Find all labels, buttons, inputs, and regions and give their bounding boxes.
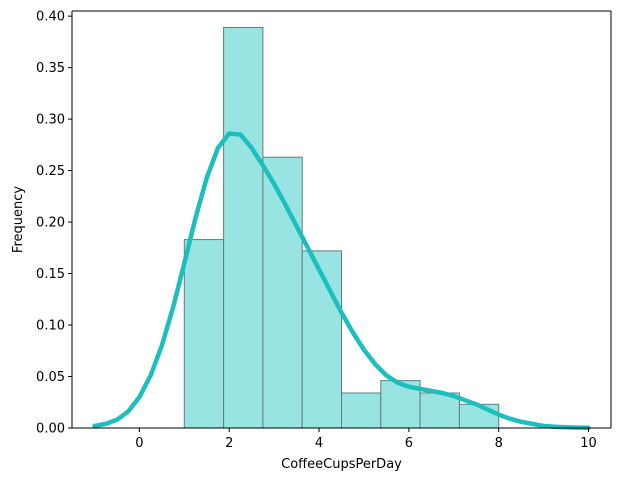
y-tick-label: 0.10 — [36, 319, 65, 334]
y-tick-label: 0.15 — [36, 267, 65, 282]
histogram-bar — [183, 239, 225, 429]
x-tick-label: 4 — [315, 436, 323, 451]
x-tick-label: 0 — [135, 436, 143, 451]
y-tick-label: 0.00 — [36, 422, 65, 437]
axes-frame — [71, 10, 612, 429]
x-tick-label: 2 — [225, 436, 233, 451]
histogram-bar — [223, 26, 264, 429]
histogram-bar — [341, 392, 382, 429]
x-tick-label: 10 — [580, 436, 597, 451]
x-tick-label: 6 — [405, 436, 413, 451]
y-tick-label: 0.20 — [36, 216, 65, 231]
y-tick-label: 0.05 — [36, 370, 65, 385]
density-curve — [92, 131, 591, 431]
y-tick-label: 0.35 — [36, 61, 65, 76]
y-tick-label: 0.25 — [36, 164, 65, 179]
x-axis-ticks: 0 2 4 6 8 10 — [135, 428, 597, 451]
y-axis-ticks: 0.00 0.05 0.10 0.15 0.20 0.25 0.30 0.35 0.40 — [36, 10, 72, 437]
x-tick-label: 8 — [495, 436, 503, 451]
y-tick-label: 0.30 — [36, 113, 65, 128]
x-axis-label: CoffeeCupsPerDay — [281, 457, 402, 472]
y-tick-label: 0.40 — [36, 10, 65, 25]
y-axis-label: Frequency — [11, 186, 26, 253]
